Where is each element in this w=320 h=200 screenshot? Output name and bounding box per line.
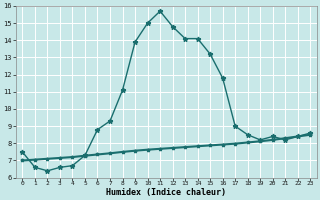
- X-axis label: Humidex (Indice chaleur): Humidex (Indice chaleur): [106, 188, 226, 197]
